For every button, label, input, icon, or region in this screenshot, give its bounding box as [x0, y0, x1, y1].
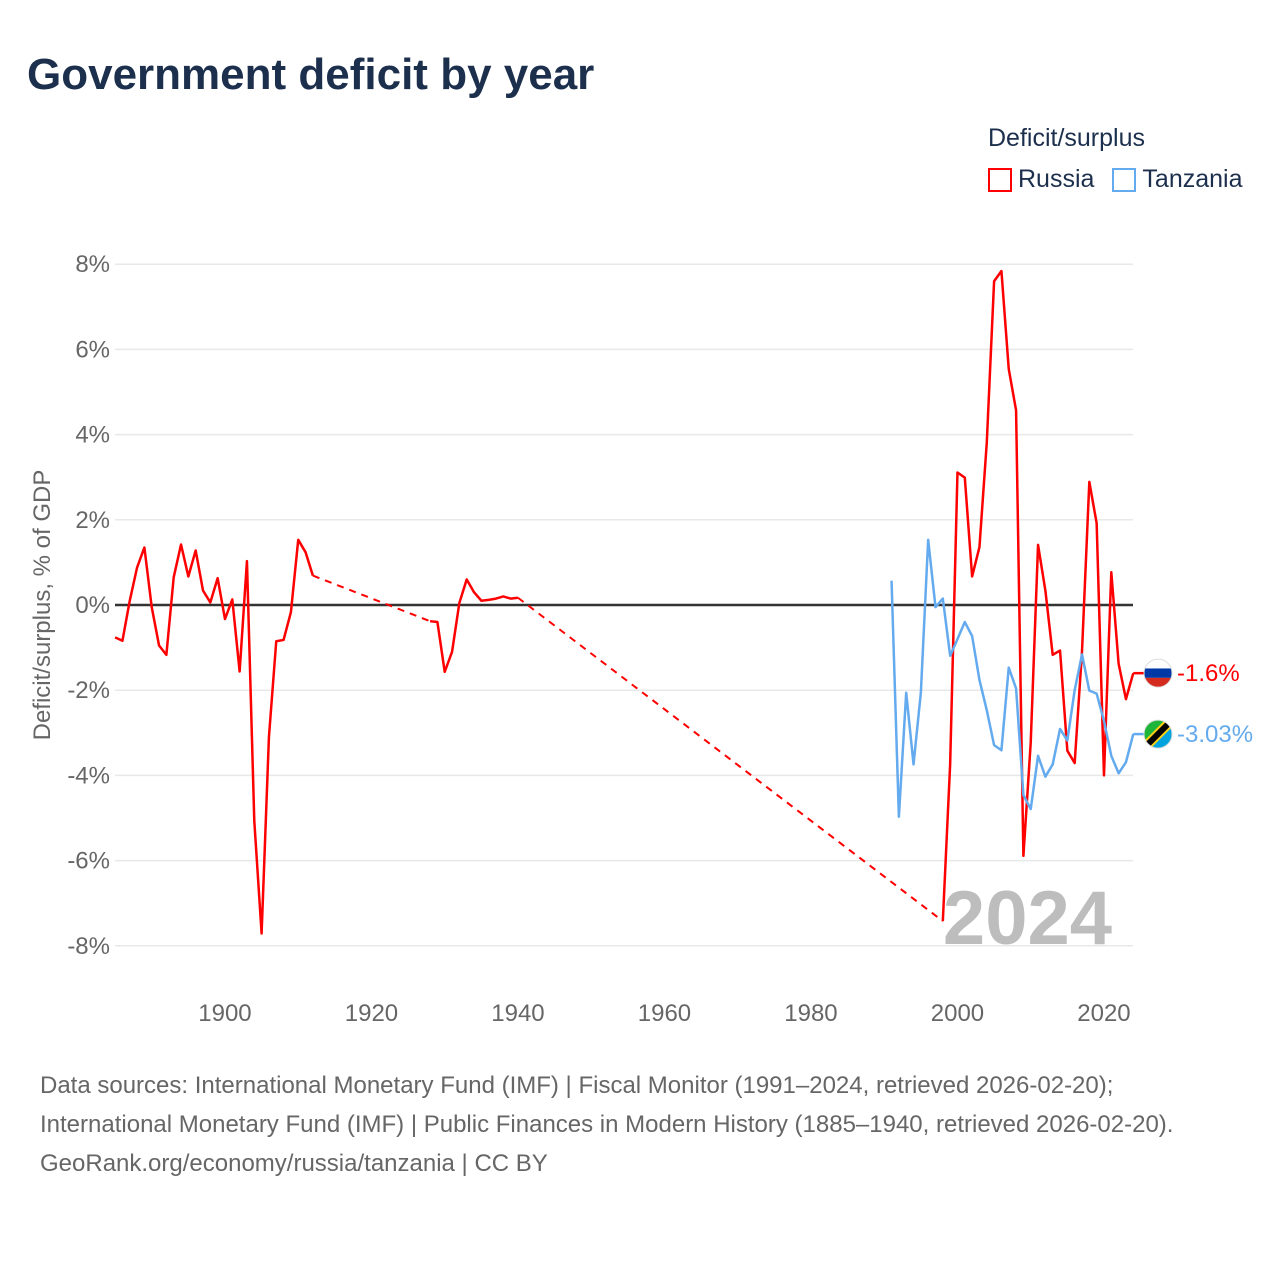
series-gap-russia	[312, 574, 431, 623]
y-tick-label: 8%	[75, 251, 110, 278]
x-tick-label: 1900	[198, 1000, 251, 1027]
y-tick-label: 0%	[75, 592, 110, 619]
end-value-label-tanzania: -3.03%	[1177, 721, 1253, 748]
plot-area: 8% 6% 4% 2% 0% -2% -4% -6% -8% 1900 1920 1940 1960 19…	[29, 251, 1253, 1027]
legend-label-tanzania: Tanzania	[1142, 165, 1243, 193]
chart-title: Government deficit by year	[27, 50, 595, 99]
x-tick-label: 2000	[931, 1000, 984, 1027]
series-line-russia	[429, 578, 519, 674]
x-tick-label: 1920	[345, 1000, 398, 1027]
series-line-russia	[941, 269, 1135, 922]
series-line-russia	[114, 538, 315, 935]
y-tick-label: -8%	[67, 933, 110, 960]
legend-item-tanzania[interactable]: Tanzania	[1112, 165, 1243, 194]
legend-swatch-tanzania	[1112, 167, 1137, 192]
y-tick-label: 4%	[75, 422, 110, 449]
russia-flag-icon	[1143, 658, 1173, 688]
legend-label-russia: Russia	[1018, 165, 1095, 193]
sources-text: Data sources: International Monetary Fun…	[40, 1072, 1174, 1138]
legend-title: Deficit/surplus	[988, 124, 1145, 152]
y-tick-label: -6%	[67, 848, 110, 875]
y-axis-label: Deficit/surplus, % of GDP	[29, 470, 56, 741]
watermark-year: 2024	[943, 876, 1112, 961]
y-tick-label: -4%	[67, 762, 110, 789]
legend: Russia Tanzania	[988, 165, 1243, 194]
y-tick-label: 6%	[75, 336, 110, 363]
y-tick-label: -2%	[67, 677, 110, 704]
x-tick-label: 1960	[638, 1000, 691, 1027]
series-line-tanzania	[890, 538, 1135, 818]
attribution-link[interactable]: GeoRank.org/economy/russia/tanzania | CC…	[40, 1150, 548, 1177]
x-tick-label: 1980	[784, 1000, 837, 1027]
data-sources: Data sources: International Monetary Fun…	[40, 1066, 1240, 1183]
x-tick-label: 1940	[491, 1000, 544, 1027]
series-gap-russia	[517, 596, 944, 922]
end-value-label-russia: -1.6%	[1177, 660, 1240, 687]
legend-swatch-russia	[988, 167, 1012, 192]
x-tick-label: 2020	[1077, 1000, 1130, 1027]
tanzania-flag-icon	[1143, 719, 1173, 749]
y-tick-label: 2%	[75, 507, 110, 534]
legend-item-russia[interactable]: Russia	[988, 165, 1094, 194]
